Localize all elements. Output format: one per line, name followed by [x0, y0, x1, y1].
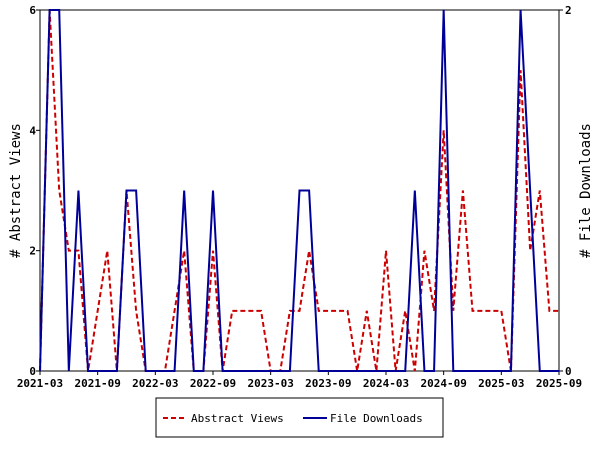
axes-layer: 0 2 4 6 0 2 2021-03 2021-09 2022-03 2022-09 2023-0… — [8, 4, 594, 390]
plot-frame — [39, 9, 560, 372]
x-tick-label: 2022-09 — [190, 377, 236, 390]
legend: Abstract Views File Downloads — [155, 397, 444, 438]
series-layer — [39, 9, 559, 372]
x-tick-label: 2022-03 — [132, 377, 178, 390]
x-tick-label: 2023-09 — [305, 377, 351, 390]
y-right-tick-label: 0 — [565, 365, 572, 378]
y-left-tick-label: 0 — [29, 365, 36, 378]
y-left-tick-label: 2 — [29, 245, 36, 258]
legend-label-file-downloads: File Downloads — [330, 412, 423, 425]
legend-label-abstract-views: Abstract Views — [191, 412, 284, 425]
legend-box — [155, 397, 444, 438]
x-tick-label: 2021-03 — [17, 377, 63, 390]
series-line-file-downloads — [39, 9, 559, 372]
y-right-tick-label: 2 — [565, 4, 572, 17]
x-tick-label: 2025-09 — [536, 377, 582, 390]
y-left-tick-label: 6 — [29, 4, 36, 17]
x-tick-label: 2025-03 — [478, 377, 524, 390]
x-tick-label: 2024-03 — [363, 377, 409, 390]
x-tick-label: 2023-03 — [247, 377, 293, 390]
x-tick-label: 2024-09 — [420, 377, 466, 390]
y-right-axis-label: # File Downloads — [578, 123, 594, 258]
x-tick-label: 2021-09 — [74, 377, 120, 390]
y-left-tick-label: 4 — [29, 124, 36, 137]
y-left-axis-label: # Abstract Views — [8, 123, 24, 258]
